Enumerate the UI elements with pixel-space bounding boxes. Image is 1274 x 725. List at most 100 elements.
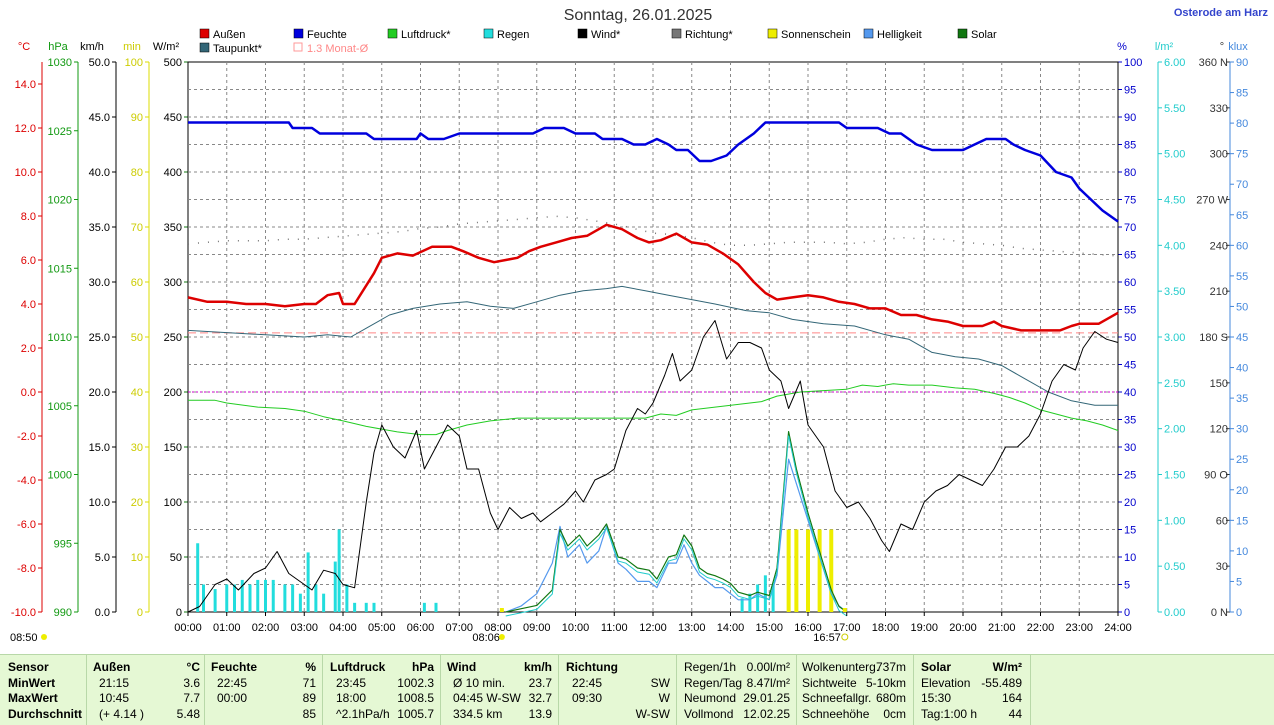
lux-tick-label: 55 xyxy=(1236,271,1248,283)
solar-tick-label: 0 xyxy=(176,607,182,619)
pressure-tick-label: 1030 xyxy=(48,57,72,69)
temp-tick-label: -6.0 xyxy=(17,519,36,531)
info-value: 680m xyxy=(875,691,906,705)
dir-tick-label: 120 xyxy=(1210,424,1228,436)
dir-tick-label: 240 xyxy=(1210,240,1228,252)
solar-tick-label: 250 xyxy=(164,332,182,344)
lux-tick-label: 80 xyxy=(1236,118,1248,130)
wind-tick-label: 40.0 xyxy=(89,167,110,179)
rain-bar xyxy=(291,584,295,612)
rain-bar xyxy=(422,602,426,612)
legend-swatch xyxy=(483,28,494,39)
x-tick-label: 06:00 xyxy=(407,622,435,634)
rain-bar xyxy=(364,602,368,612)
wind-tick-label: 35.0 xyxy=(89,222,110,234)
table-cell-label: 22:45 xyxy=(217,676,248,690)
table-cell-label: 00:00 xyxy=(217,691,248,705)
rain-bar xyxy=(345,584,349,612)
pressure-axis-unit: hPa xyxy=(48,41,68,53)
sunset-label: 16:57 xyxy=(813,632,841,644)
sunrise-marker xyxy=(499,608,504,612)
daylight-icon xyxy=(41,634,47,640)
table-separator xyxy=(913,655,914,725)
table-cell-value: W xyxy=(658,691,670,705)
info-label: Neumond xyxy=(684,691,737,705)
dir-tick-label: 0 N xyxy=(1211,607,1228,619)
dir-tick-label: 180 S xyxy=(1199,332,1228,344)
location-label: Osterode am Harz xyxy=(1174,7,1269,19)
rain-tick-label: 2.50 xyxy=(1164,378,1185,390)
temp-tick-label: 12.0 xyxy=(15,123,36,135)
wind-tick-label: 15.0 xyxy=(89,442,110,454)
humidity-tick-label: 45 xyxy=(1124,360,1136,372)
table-cell-label: 23:45 xyxy=(336,676,367,690)
series-lines xyxy=(187,121,1119,617)
table-separator xyxy=(204,655,205,725)
left-axes: °C 14.0 12.0 10.0 8.0 6.0 4.0 2.0 0.0 -2.0 -4.0 -6.… xyxy=(11,41,189,619)
lux-tick-label: 15 xyxy=(1236,515,1248,527)
table-unit: °C xyxy=(186,660,200,674)
table-cell-value: 5.48 xyxy=(176,707,200,721)
sunmin-tick-label: 10 xyxy=(131,552,143,564)
temp-tick-label: -4.0 xyxy=(17,475,36,487)
rain-tick-label: 0.50 xyxy=(1164,561,1185,573)
pressure-tick-label: 995 xyxy=(54,538,72,550)
table-unit: km/h xyxy=(523,660,552,674)
info-value: 0.00l/m² xyxy=(746,660,790,674)
x-tick-label: 22:00 xyxy=(1027,622,1055,634)
rain-tick-label: 3.50 xyxy=(1164,286,1185,298)
humidity-tick-label: 100 xyxy=(1124,57,1142,69)
sunshine-bar xyxy=(817,529,822,612)
table-separator xyxy=(558,655,559,725)
dir-tick-label: 270 W xyxy=(1196,195,1228,207)
dir-tick-label: 330 xyxy=(1210,103,1228,115)
table-separator xyxy=(1030,655,1031,725)
table-unit: W/m² xyxy=(992,660,1022,674)
humidity-tick-label: 55 xyxy=(1124,305,1136,317)
wind-tick-label: 45.0 xyxy=(89,112,110,124)
solar-tick-label: 500 xyxy=(164,57,182,69)
legend-swatch xyxy=(293,28,304,39)
legend-label: Taupunkt* xyxy=(213,43,263,55)
sunmin-tick-label: 0 xyxy=(137,607,143,619)
rain-bar xyxy=(434,602,438,612)
info-label: Regen/1h xyxy=(684,660,737,674)
solar-tick-label: 100 xyxy=(164,497,182,509)
lux-tick-label: 40 xyxy=(1236,363,1248,375)
rain-axis-unit: l/m² xyxy=(1155,41,1174,53)
table-cell-value: 32.7 xyxy=(528,691,552,705)
lux-tick-label: 45 xyxy=(1236,332,1248,344)
dir-axis-unit: ° xyxy=(1220,41,1224,53)
lux-tick-label: 70 xyxy=(1236,179,1248,191)
rain-bar xyxy=(756,584,760,612)
humidity-tick-label: 40 xyxy=(1124,387,1136,399)
series-line-wind xyxy=(187,320,1119,613)
x-tick-label: 11:00 xyxy=(601,622,628,634)
table-separator xyxy=(440,655,441,725)
rain-bar xyxy=(213,589,217,612)
humidity-tick-label: 25 xyxy=(1124,470,1136,482)
dir-tick-label: 150 xyxy=(1210,378,1228,390)
rain-bar xyxy=(283,584,287,612)
table-unit: hPa xyxy=(411,660,434,674)
temp-tick-label: -8.0 xyxy=(17,563,36,575)
rain-bar xyxy=(298,593,302,612)
x-tick-label: 03:00 xyxy=(290,622,318,634)
table-header: Richtung xyxy=(566,660,618,674)
table-row-label: MaxWert xyxy=(8,691,58,705)
rain-bar xyxy=(740,598,744,612)
pressure-tick-label: 1025 xyxy=(48,126,72,138)
legend-swatch xyxy=(767,28,778,39)
x-axis: 00:00 01:00 02:00 03:00 04:00 05:00 06:00 07:00… xyxy=(10,608,1132,644)
table-cell-value: SW xyxy=(650,676,670,690)
table-cell-value: -55.489 xyxy=(981,676,1022,690)
sunset-icon xyxy=(841,633,849,641)
sunmin-tick-label: 50 xyxy=(131,332,143,344)
lux-tick-label: 85 xyxy=(1236,88,1248,100)
x-tick-label: 01:00 xyxy=(213,622,241,634)
lux-tick-label: 90 xyxy=(1236,57,1248,69)
legend-swatch xyxy=(199,28,210,39)
info-label: Schneefallgr. xyxy=(802,691,872,705)
sunrise-icon xyxy=(498,634,505,640)
table-cell-value: W-SW xyxy=(635,707,670,721)
